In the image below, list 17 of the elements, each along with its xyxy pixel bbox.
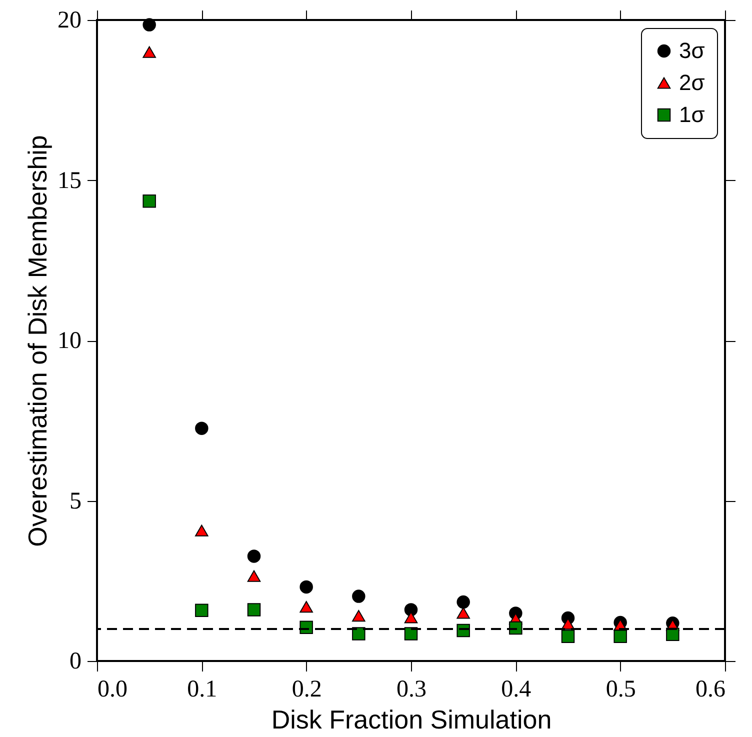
legend-label: 2σ <box>679 70 706 95</box>
y-tick-label: 20 <box>58 8 82 34</box>
x-axis-title: Disk Fraction Simulation <box>271 704 552 734</box>
y-tick-label: 5 <box>70 488 82 514</box>
legend-label: 1σ <box>679 102 706 127</box>
y-tick-label: 0 <box>70 648 82 674</box>
x-tick-label: 0.6 <box>696 676 726 702</box>
legend-label: 3σ <box>679 38 706 63</box>
x-tick-label: 0.5 <box>606 676 636 702</box>
x-tick-label: 0.3 <box>396 676 426 702</box>
x-tick-label: 0.2 <box>292 676 322 702</box>
y-tick-label: 15 <box>58 168 82 194</box>
x-tick-label: 0.4 <box>501 676 532 702</box>
y-axis-title: Overestimation of Disk Membership <box>22 135 52 547</box>
x-tick-label: 0.0 <box>98 676 128 702</box>
x-tick-label: 0.1 <box>187 676 218 702</box>
y-tick-label: 10 <box>58 328 82 354</box>
